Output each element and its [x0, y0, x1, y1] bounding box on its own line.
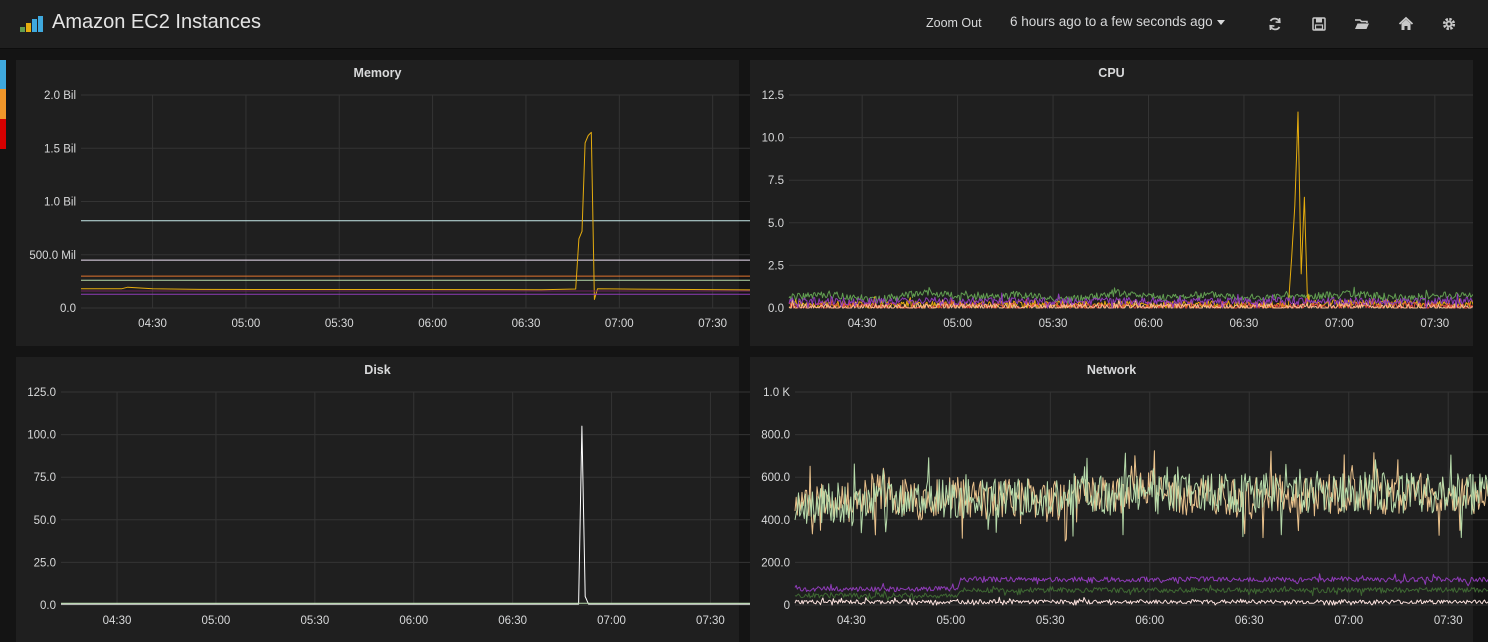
y-tick-label: 125.0	[27, 387, 56, 399]
x-tick-label: 05:00	[202, 615, 231, 627]
y-tick-label: 50.0	[34, 515, 56, 527]
x-tick-label: 05:30	[1036, 615, 1065, 627]
x-tick-label: 07:00	[597, 615, 626, 627]
memory-panel-title[interactable]: Memory	[353, 66, 402, 80]
gear-icon[interactable]	[1441, 16, 1457, 32]
network-chart: 0 200.0 400.0 600.0 800.0 1.0 K 04:30 05:00 05:3…	[761, 387, 1488, 627]
x-tick-label: 07:00	[1325, 318, 1354, 330]
series-line	[794, 584, 1488, 602]
x-tick-label: 07:30	[1420, 318, 1449, 330]
y-tick-label: 0.0	[40, 600, 56, 612]
x-tick-label: 07:00	[605, 318, 634, 330]
series-line	[788, 111, 1473, 309]
y-tick-label: 5.0	[768, 218, 784, 230]
y-tick-label: 0.0	[768, 303, 784, 315]
series-line	[81, 131, 750, 300]
network-panel-title[interactable]: Network	[1086, 363, 1137, 377]
y-tick-label: 1.5 Bil	[44, 143, 76, 155]
x-tick-label: 06:30	[1235, 615, 1264, 627]
x-tick-label: 07:00	[1334, 615, 1363, 627]
x-tick-label: 07:30	[696, 615, 725, 627]
folder-open-icon[interactable]	[1354, 16, 1370, 32]
series-line	[788, 298, 1473, 309]
y-tick-label: 25.0	[34, 557, 56, 569]
cpu-panel: CPU 0.0 2.5 5.0 7.5 10.0 12.5 04:30 05:00 05:30 0…	[750, 60, 1473, 346]
x-tick-label: 06:00	[1134, 318, 1163, 330]
row-collapse-marker-orange[interactable]	[0, 89, 6, 119]
y-tick-label: 800.0	[761, 430, 790, 442]
y-tick-label: 7.5	[768, 175, 784, 187]
cpu-chart: 0.0 2.5 5.0 7.5 10.0 12.5 04:30 05:00 05:30 06:00…	[762, 90, 1473, 330]
y-tick-label: 600.0	[761, 472, 790, 484]
y-tick-label: 1.0 K	[763, 387, 790, 399]
memory-panel: Memory 0.0 500.0 Mil 1.0 Bil 1.5 Bil 2.0 Bil…	[16, 60, 750, 346]
row-collapse-marker-red[interactable]	[0, 119, 6, 149]
disk-panel: Disk 0.0 25.0 50.0 75.0 100.0 125.0 04:30 05:00…	[16, 357, 750, 642]
disk-chart: 0.0 25.0 50.0 75.0 100.0 125.0 04:30 05:00 05:30…	[27, 387, 750, 627]
y-tick-label: 2.0 Bil	[44, 90, 76, 102]
y-tick-label: 200.0	[761, 557, 790, 569]
x-tick-label: 06:30	[498, 615, 527, 627]
y-tick-label: 100.0	[27, 430, 56, 442]
caret-down-icon	[1216, 19, 1225, 25]
refresh-icon[interactable]	[1267, 16, 1283, 32]
home-icon[interactable]	[1398, 16, 1414, 32]
series-line	[788, 292, 1473, 309]
y-tick-label: 1.0 Bil	[44, 197, 76, 209]
x-tick-label: 07:30	[1434, 615, 1463, 627]
series-line	[794, 596, 1488, 606]
y-tick-label: 75.0	[34, 472, 56, 484]
x-tick-label: 04:30	[848, 318, 877, 330]
x-tick-label: 06:00	[399, 615, 428, 627]
time-range-picker[interactable]: 6 hours ago to a few seconds ago	[1010, 14, 1225, 29]
y-tick-label: 0.0	[60, 303, 76, 315]
network-panel: Network 0 200.0 400.0 600.0 800.0 1.0 K 04:30 0…	[750, 357, 1488, 642]
zoom-out-button[interactable]: Zoom Out	[926, 16, 982, 30]
x-tick-label: 06:30	[512, 318, 541, 330]
time-range-label: 6 hours ago to a few seconds ago	[1010, 14, 1213, 29]
dashboard-title[interactable]: Amazon EC2 Instances	[52, 11, 261, 33]
series-line	[788, 298, 1473, 309]
x-tick-label: 05:00	[936, 615, 965, 627]
y-tick-label: 10.0	[762, 133, 784, 145]
x-tick-label: 05:00	[232, 318, 261, 330]
memory-chart: 0.0 500.0 Mil 1.0 Bil 1.5 Bil 2.0 Bil 04:30 05…	[29, 90, 750, 330]
x-tick-label: 05:30	[300, 615, 329, 627]
x-tick-label: 05:00	[943, 318, 972, 330]
x-tick-label: 05:30	[325, 318, 354, 330]
x-tick-label: 04:30	[138, 318, 167, 330]
y-tick-label: 2.5	[768, 260, 784, 272]
cpu-panel-title[interactable]: CPU	[1098, 66, 1125, 80]
x-tick-label: 05:30	[1039, 318, 1068, 330]
y-tick-label: 12.5	[762, 90, 784, 102]
y-tick-label: 500.0 Mil	[29, 250, 76, 262]
series-line	[794, 452, 1488, 538]
grafana-logo-icon	[20, 16, 43, 32]
x-tick-label: 04:30	[103, 615, 132, 627]
row-collapse-marker-blue[interactable]	[0, 60, 6, 89]
top-navbar: Amazon EC2 Instances Zoom Out 6 hours ag…	[0, 0, 1488, 49]
x-tick-label: 07:30	[698, 318, 727, 330]
x-tick-label: 06:00	[418, 318, 447, 330]
series-line	[794, 573, 1488, 593]
x-tick-label: 04:30	[837, 615, 866, 627]
x-tick-label: 06:00	[1135, 615, 1164, 627]
series-line	[788, 286, 1473, 306]
series-line	[61, 425, 750, 605]
y-tick-label: 400.0	[761, 515, 790, 527]
save-icon[interactable]	[1311, 16, 1327, 32]
y-tick-label: 0	[784, 600, 790, 612]
x-tick-label: 06:30	[1230, 318, 1259, 330]
disk-panel-title[interactable]: Disk	[364, 363, 391, 377]
